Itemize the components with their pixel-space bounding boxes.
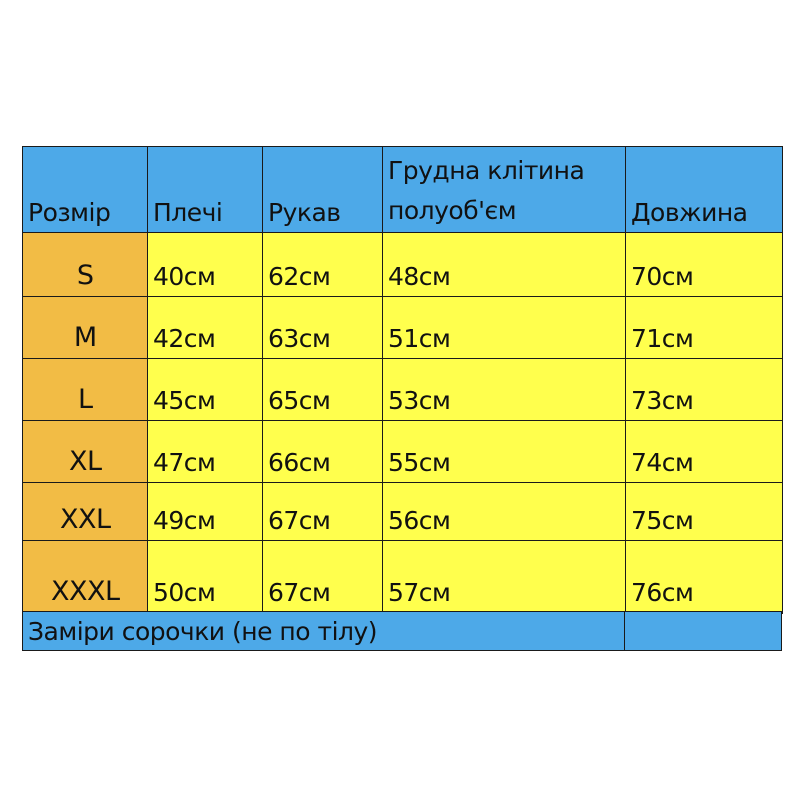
- measurement-value: 70см: [631, 261, 694, 291]
- measurement-value: 57см: [388, 577, 451, 607]
- size-label-cell: S: [22, 232, 149, 298]
- header-shoulders: Плечі: [147, 146, 264, 234]
- measurement-value: 40см: [153, 261, 216, 291]
- measurement-value: 75см: [631, 505, 694, 535]
- footer-empty-cell: [624, 611, 782, 651]
- value-cell-chest-half: 51см: [382, 296, 627, 360]
- footer-text: Заміри сорочки (не по тілу): [28, 616, 378, 646]
- value-cell-sleeve: 63см: [262, 296, 384, 360]
- value-cell-chest-half: 57см: [382, 540, 627, 614]
- header-chest-half: Грудна клітина полуоб'єм: [382, 146, 627, 234]
- value-cell-chest-half: 55см: [382, 420, 627, 484]
- measurement-value: 51см: [388, 323, 451, 353]
- value-cell-shoulders: 47см: [147, 420, 264, 484]
- value-cell-chest-half: 53см: [382, 358, 627, 422]
- value-cell-shoulders: 40см: [147, 232, 264, 298]
- measurement-value: 67см: [268, 577, 331, 607]
- header-label: Плечі: [153, 197, 223, 227]
- header-line: Грудна клітина: [388, 155, 585, 185]
- header-length: Довжина: [625, 146, 783, 234]
- value-cell-shoulders: 42см: [147, 296, 264, 360]
- measurement-value: 74см: [631, 447, 694, 477]
- value-cell-sleeve: 67см: [262, 482, 384, 542]
- size-label-cell: XXXL: [22, 540, 149, 614]
- size-label: S: [76, 259, 94, 291]
- value-cell-length: 74см: [625, 420, 783, 484]
- measurement-value: 55см: [388, 447, 451, 477]
- header-line: полуоб'єм: [388, 195, 517, 225]
- measurement-value: 42см: [153, 323, 216, 353]
- value-cell-shoulders: 45см: [147, 358, 264, 422]
- value-cell-length: 71см: [625, 296, 783, 360]
- measurement-value: 53см: [388, 385, 451, 415]
- header-label: Рукав: [268, 197, 341, 227]
- size-label-cell: XL: [22, 420, 149, 484]
- header-size: Розмір: [22, 146, 149, 234]
- value-cell-sleeve: 66см: [262, 420, 384, 484]
- measurement-value: 66см: [268, 447, 331, 477]
- value-cell-shoulders: 50см: [147, 540, 264, 614]
- measurement-value: 45см: [153, 385, 216, 415]
- measurement-value: 73см: [631, 385, 694, 415]
- header-label: Довжина: [631, 197, 748, 227]
- value-cell-length: 76см: [625, 540, 783, 614]
- measurement-value: 47см: [153, 447, 216, 477]
- measurement-value: 49см: [153, 505, 216, 535]
- value-cell-length: 70см: [625, 232, 783, 298]
- header-sleeve: Рукав: [262, 146, 384, 234]
- size-label-cell: M: [22, 296, 149, 360]
- size-label-cell: XXL: [22, 482, 149, 542]
- measurement-value: 67см: [268, 505, 331, 535]
- value-cell-shoulders: 49см: [147, 482, 264, 542]
- size-label: XL: [68, 445, 102, 477]
- size-label: XXL: [59, 503, 111, 535]
- measurement-value: 76см: [631, 577, 694, 607]
- measurement-value: 48см: [388, 261, 451, 291]
- value-cell-chest-half: 48см: [382, 232, 627, 298]
- measurement-value: 65см: [268, 385, 331, 415]
- value-cell-sleeve: 67см: [262, 540, 384, 614]
- measurement-value: 56см: [388, 505, 451, 535]
- size-label: XXXL: [50, 575, 120, 607]
- size-label-cell: L: [22, 358, 149, 422]
- value-cell-chest-half: 56см: [382, 482, 627, 542]
- measurement-value: 71см: [631, 323, 694, 353]
- measurement-value: 62см: [268, 261, 331, 291]
- measurement-value: 50см: [153, 577, 216, 607]
- header-label: Розмір: [28, 197, 111, 227]
- value-cell-sleeve: 62см: [262, 232, 384, 298]
- size-label: L: [77, 383, 93, 415]
- value-cell-length: 75см: [625, 482, 783, 542]
- value-cell-sleeve: 65см: [262, 358, 384, 422]
- measurement-value: 63см: [268, 323, 331, 353]
- value-cell-length: 73см: [625, 358, 783, 422]
- size-label: M: [73, 321, 97, 353]
- footer-note: Заміри сорочки (не по тілу): [22, 611, 626, 651]
